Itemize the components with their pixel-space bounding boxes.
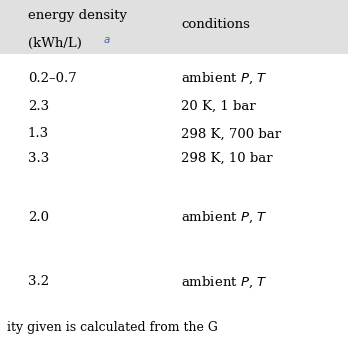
- Text: 20 K, 1 bar: 20 K, 1 bar: [181, 100, 256, 113]
- Text: ambient $P$, $T$: ambient $P$, $T$: [181, 274, 267, 290]
- Text: 0.2–0.7: 0.2–0.7: [28, 72, 77, 85]
- Text: conditions: conditions: [181, 18, 250, 31]
- Bar: [0, 0, 348, 54]
- Text: energy density: energy density: [28, 9, 127, 22]
- Text: 298 K, 700 bar: 298 K, 700 bar: [181, 127, 281, 141]
- Text: 2.3: 2.3: [28, 100, 49, 113]
- Text: ity given is calculated from the G: ity given is calculated from the G: [7, 321, 218, 334]
- Text: 3.3: 3.3: [28, 152, 49, 165]
- Text: $a$: $a$: [103, 35, 110, 45]
- Text: ambient $P$, $T$: ambient $P$, $T$: [181, 71, 267, 86]
- Text: 2.0: 2.0: [28, 211, 49, 224]
- Text: 1.3: 1.3: [28, 127, 49, 141]
- Text: (kWh/L): (kWh/L): [28, 37, 82, 49]
- Text: 298 K, 10 bar: 298 K, 10 bar: [181, 152, 272, 165]
- Text: ambient $P$, $T$: ambient $P$, $T$: [181, 210, 267, 225]
- Text: 3.2: 3.2: [28, 275, 49, 288]
